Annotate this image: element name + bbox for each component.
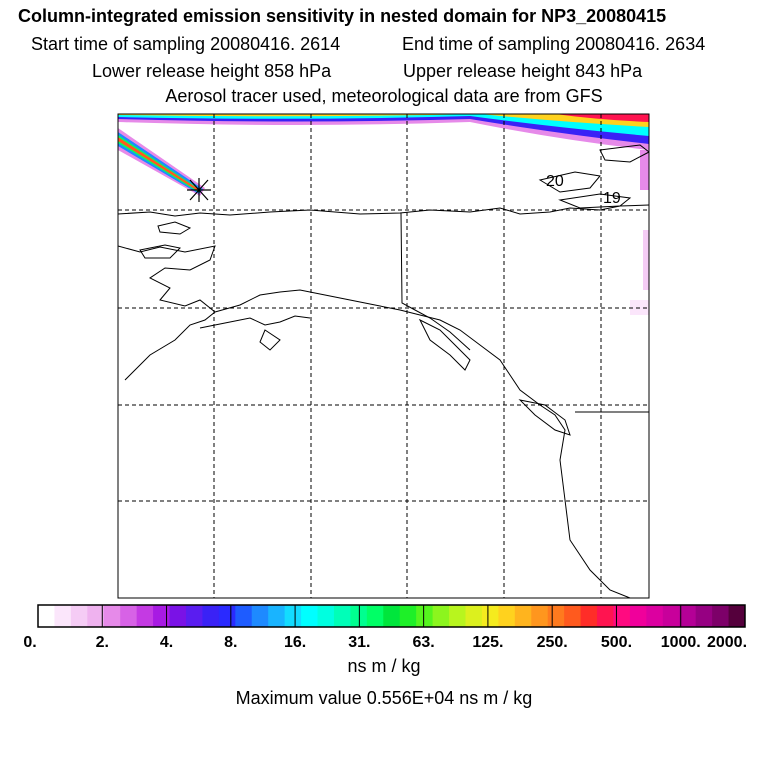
colorbar-tick-label: 0. bbox=[23, 634, 37, 651]
colorbar-tick-label: 250. bbox=[536, 634, 568, 651]
start-time-label: Start time of sampling 20080416. 2614 bbox=[31, 34, 341, 54]
colorbar-swatch bbox=[416, 605, 434, 627]
coast-archipelago-3 bbox=[599, 144, 649, 163]
colorbar-swatch bbox=[728, 605, 746, 627]
colorbar-swatch bbox=[70, 605, 88, 627]
colorbar-swatch bbox=[449, 605, 466, 627]
colorbar-swatch bbox=[87, 605, 105, 627]
contour-label-19: 19 bbox=[603, 190, 621, 207]
colorbar-swatch bbox=[235, 605, 253, 627]
coast-western-alaska bbox=[118, 245, 216, 381]
colorbar-tick-label: 16. bbox=[283, 634, 307, 651]
colorbar-swatch bbox=[629, 605, 647, 627]
map-title: Column-integrated emission sensitivity i… bbox=[18, 6, 667, 26]
upper-height-label: Upper release height 843 hPa bbox=[403, 61, 643, 81]
colorbar-tick-label: 31. bbox=[348, 634, 371, 651]
sensitivity-patch-right bbox=[640, 150, 649, 190]
colorbar-swatch bbox=[366, 605, 384, 627]
colorbar-tick-label: 2000. bbox=[706, 634, 748, 651]
colorbar-swatch bbox=[514, 605, 532, 627]
sensitivity-plume-top-inner bbox=[118, 114, 649, 127]
colorbar-swatch bbox=[432, 605, 450, 627]
colorbar-swatch bbox=[531, 605, 549, 627]
sensitivity-plume-top-peak bbox=[555, 114, 649, 122]
colorbar-swatch bbox=[695, 605, 713, 627]
coast-nunivak bbox=[139, 244, 182, 259]
coastlines bbox=[118, 144, 649, 598]
colorbar-tick-label: 500. bbox=[600, 634, 633, 651]
sensitivity-patch-right-2 bbox=[643, 230, 649, 290]
release-point-icon bbox=[187, 178, 211, 202]
colorbar-swatch bbox=[251, 605, 269, 627]
colorbar-swatch bbox=[662, 605, 680, 627]
colorbar-swatch bbox=[481, 605, 499, 627]
political-borders bbox=[400, 212, 649, 413]
colorbar-swatch bbox=[103, 605, 121, 627]
coast-vancouver-island bbox=[518, 399, 571, 436]
coast-south-alaska bbox=[214, 289, 631, 598]
max-value-label: Maximum value 0.556E+04 ns m / kg bbox=[235, 688, 533, 708]
colorbar-swatch bbox=[169, 605, 187, 627]
map-frame bbox=[117, 113, 650, 599]
coast-southeast-islands bbox=[418, 318, 471, 371]
end-time-label: End time of sampling 20080416. 2634 bbox=[402, 34, 706, 54]
colorbar-swatch bbox=[202, 605, 220, 627]
colorbar-swatch bbox=[613, 605, 631, 627]
lower-height-label: Lower release height 858 hPa bbox=[92, 61, 332, 81]
colorbar-tick-label: 4. bbox=[159, 634, 174, 651]
colorbar-frame bbox=[37, 604, 746, 628]
colorbar-swatch bbox=[120, 605, 138, 627]
colorbar-swatch bbox=[564, 605, 582, 627]
coast-archipelago-1 bbox=[538, 171, 601, 193]
sensitivity-field bbox=[118, 114, 649, 315]
colorbar-swatch bbox=[136, 605, 154, 627]
colorbar-tick-label: 125. bbox=[472, 634, 504, 651]
colorbar-swatch bbox=[153, 605, 171, 627]
colorbar-swatch bbox=[54, 605, 72, 627]
colorbar-swatch bbox=[679, 605, 697, 627]
colorbar-swatch bbox=[333, 605, 351, 627]
colorbar-tick-label: 8. bbox=[224, 634, 238, 651]
coast-alaska-peninsula bbox=[199, 315, 311, 329]
colorbar-swatch bbox=[383, 605, 401, 627]
colorbar-swatch bbox=[399, 605, 417, 627]
tracer-info-label: Aerosol tracer used, meteorological data… bbox=[165, 86, 603, 106]
colorbar-swatch bbox=[38, 605, 55, 627]
colorbar-swatch bbox=[284, 605, 302, 627]
border-alaska-canada bbox=[400, 212, 471, 351]
colorbar-swatch bbox=[465, 605, 483, 627]
contour-label-20: 20 bbox=[546, 173, 564, 190]
colorbar-swatch bbox=[218, 605, 236, 627]
coast-kodiak bbox=[259, 329, 281, 351]
colorbar-swatch bbox=[498, 605, 516, 627]
colorbar-swatch bbox=[268, 605, 286, 627]
coast-arctic bbox=[118, 204, 649, 217]
colorbar-swatch bbox=[547, 605, 565, 627]
colorbar bbox=[37, 604, 746, 628]
colorbar-swatch bbox=[317, 605, 335, 627]
coast-stlawrence bbox=[157, 221, 192, 235]
colorbar-swatch bbox=[185, 605, 203, 627]
colorbar-swatch bbox=[301, 605, 319, 627]
colorbar-swatch bbox=[646, 605, 664, 627]
colorbar-tick-label: 2. bbox=[95, 634, 109, 651]
sensitivity-plume-release-inner bbox=[118, 137, 200, 191]
coast-archipelago-2 bbox=[558, 193, 632, 209]
colorbar-swatch bbox=[597, 605, 614, 627]
colorbar-swatch bbox=[712, 605, 730, 627]
colorbar-swatch bbox=[580, 605, 598, 627]
colorbar-unit-label: ns m / kg bbox=[347, 656, 421, 676]
colorbar-tick-label: 63. bbox=[412, 634, 435, 651]
sensitivity-plume-top-core bbox=[118, 114, 649, 136]
colorbar-tick-label: 1000. bbox=[660, 634, 701, 651]
